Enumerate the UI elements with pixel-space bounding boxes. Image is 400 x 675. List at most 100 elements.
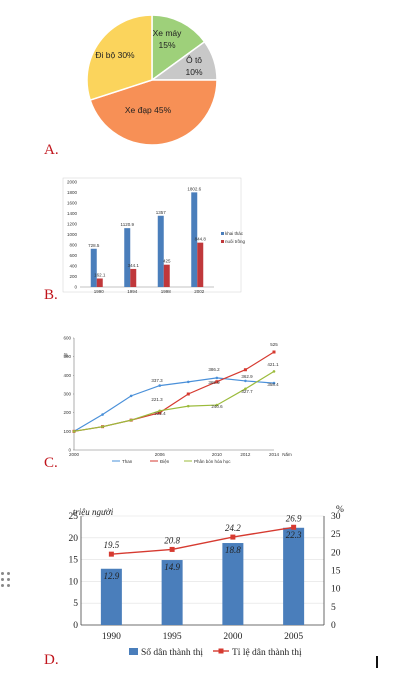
y-left-tick-label: 10 [69,577,79,587]
option-d-label: D. [44,652,59,668]
line-data-label: 26.9 [286,513,302,523]
bar-data-label: 1120.9 [121,222,135,227]
y-axis-unit: % [64,353,69,359]
bar-data-label: 1357 [156,210,167,215]
line-data-label: 421.1 [267,362,279,367]
line-point [215,376,219,380]
bar-data-label: 728.5 [88,243,100,248]
y-tick-label: 1200 [67,222,78,227]
pie-value-xe-may: 15% [158,40,175,50]
y-tick-label: 1600 [67,201,78,206]
line-point [158,384,162,387]
bar-chart-frame [62,177,242,293]
y-tick-label: 1400 [67,211,78,216]
line-point [186,404,190,408]
x-tick-label: 2000 [69,452,80,457]
bar-data-label: 344.1 [128,263,140,268]
x-tick-label: 2006 [155,452,166,457]
line-point [215,380,219,384]
line-data-label: 365.9 [208,380,220,385]
bar-data-label: 14.9 [164,562,180,572]
y-tick-label: 100 [63,429,71,434]
pie-label-o-to: Ô tô [186,55,202,65]
line-series [73,370,275,432]
line-data-label: 24.2 [225,523,241,533]
option-c-label: C. [44,455,58,471]
y-left-tick-label: 20 [69,534,79,544]
y-right-tick-label: 15 [331,567,341,577]
x-tick-label: 2005 [284,632,303,642]
bar [191,192,198,287]
legend-label: Tỉ lệ dân thành thị [232,648,302,658]
bar-data-label: 22.3 [286,530,302,540]
line-point [158,409,162,413]
line-series [111,526,294,555]
pie-label-xe-may: Xe máy [153,28,183,38]
bar [163,264,170,287]
bar-data-label: 1802.6 [187,186,201,191]
x-tick-label: 2012 [240,452,251,457]
option-a-label: A. [44,142,59,158]
y-right-tick-label: 0 [331,621,336,631]
pie-value-o-to: 10% [185,67,202,77]
line-point [244,387,247,391]
line-point [101,425,104,428]
bar [197,242,204,287]
y-tick-label: 0 [68,448,71,453]
x-tick-label: 1998 [161,289,172,294]
line-data-label: 327.7 [241,389,253,394]
line-data-label: 525 [270,342,278,347]
line-data-label: 386.2 [208,367,220,372]
option-b-label: B. [44,287,58,303]
line-data-label: 19.5 [104,540,120,550]
pie-label-xe-dap: Xe đạp 45% [125,105,172,115]
bar-data-label: 844.8 [195,237,207,242]
y-tick-label: 600 [69,253,77,258]
line-point [108,551,114,557]
y-tick-label: 0 [74,285,77,290]
pie-slice-3 [89,79,218,146]
text-cursor [376,656,378,668]
legend-label: Điện [160,459,170,464]
bar-data-label: 162.1 [94,272,106,277]
line-data-label: 221.3 [151,397,163,402]
x-tick-label: 2000 [223,632,242,642]
line-point [169,546,175,552]
x-tick-label: 1994 [127,289,138,294]
y-left-tick-label: 15 [69,556,79,566]
line-data-label: 358.4 [267,382,279,387]
x-tick-label: 1990 [102,632,121,642]
bar [222,543,244,625]
y-tick-label: 1800 [67,190,78,195]
y-tick-label: 1000 [67,232,78,237]
y-right-tick-label: 25 [331,530,341,540]
y-right-unit: % [336,505,344,515]
line-point [186,380,190,384]
legend-label: nuôi trồng [225,239,246,244]
line-point [272,370,276,373]
pie-label-di-bo: Đi bộ 30% [95,50,135,60]
legend-label: khai thác [225,231,244,236]
bar [161,560,183,625]
line-point [243,368,247,372]
y-tick-label: 200 [63,410,71,415]
x-tick-label: 2002 [194,289,205,294]
line-data-label: 20.8 [164,535,180,545]
y-tick-label: 800 [69,243,77,248]
legend-marker [218,648,224,654]
y-tick-label: 400 [69,264,77,269]
bar [100,568,122,625]
bar [124,228,131,287]
legend-swatch [221,240,224,243]
bar-data-label: 425 [163,259,171,264]
legend-swatch [129,648,138,655]
bar [157,215,164,287]
x-tick-label: 2014 [269,452,280,457]
y-left-tick-label: 0 [73,621,78,631]
bar-data-label: 12.9 [104,571,120,581]
y-tick-label: 500 [63,354,71,359]
bar [90,248,97,287]
y-right-tick-label: 10 [331,585,341,595]
line-point [272,350,276,354]
